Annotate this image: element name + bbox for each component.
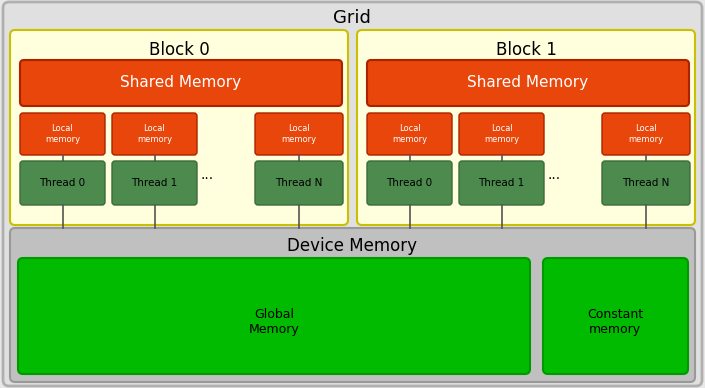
FancyBboxPatch shape <box>18 258 530 374</box>
Text: Local
memory: Local memory <box>392 124 427 144</box>
Text: Block 1: Block 1 <box>496 41 556 59</box>
Text: Grid: Grid <box>333 9 371 27</box>
Text: Shared Memory: Shared Memory <box>467 76 589 90</box>
Text: Global
Memory: Global Memory <box>249 308 300 336</box>
FancyBboxPatch shape <box>255 161 343 205</box>
FancyBboxPatch shape <box>367 113 452 155</box>
FancyBboxPatch shape <box>10 228 695 382</box>
FancyBboxPatch shape <box>20 161 105 205</box>
FancyBboxPatch shape <box>357 30 695 225</box>
FancyBboxPatch shape <box>602 161 690 205</box>
Text: Shared Memory: Shared Memory <box>121 76 242 90</box>
FancyBboxPatch shape <box>543 258 688 374</box>
Text: Local
memory: Local memory <box>137 124 172 144</box>
FancyBboxPatch shape <box>3 2 702 386</box>
Text: Local
memory: Local memory <box>484 124 519 144</box>
Text: Block 0: Block 0 <box>149 41 209 59</box>
FancyBboxPatch shape <box>20 113 105 155</box>
FancyBboxPatch shape <box>112 161 197 205</box>
Text: Thread N: Thread N <box>623 178 670 188</box>
FancyBboxPatch shape <box>367 161 452 205</box>
FancyBboxPatch shape <box>10 30 348 225</box>
FancyBboxPatch shape <box>367 60 689 106</box>
FancyBboxPatch shape <box>459 161 544 205</box>
Text: Thread 1: Thread 1 <box>131 178 178 188</box>
FancyBboxPatch shape <box>602 113 690 155</box>
Text: Thread N: Thread N <box>276 178 323 188</box>
Text: Constant
memory: Constant memory <box>587 308 643 336</box>
Text: Device Memory: Device Memory <box>287 237 417 255</box>
Text: Local
memory: Local memory <box>628 124 663 144</box>
Text: Thread 0: Thread 0 <box>39 178 85 188</box>
Text: ...: ... <box>548 168 560 182</box>
FancyBboxPatch shape <box>112 113 197 155</box>
Text: Local
memory: Local memory <box>281 124 317 144</box>
Text: Thread 1: Thread 1 <box>479 178 525 188</box>
Text: Thread 0: Thread 0 <box>386 178 433 188</box>
Text: ...: ... <box>200 168 214 182</box>
FancyBboxPatch shape <box>20 60 342 106</box>
Text: Local
memory: Local memory <box>45 124 80 144</box>
FancyBboxPatch shape <box>255 113 343 155</box>
FancyBboxPatch shape <box>459 113 544 155</box>
